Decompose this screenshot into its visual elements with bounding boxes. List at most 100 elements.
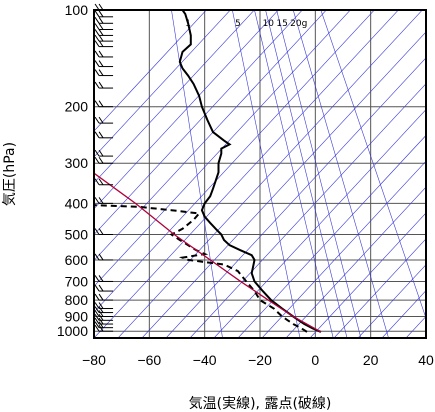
y-tick-label: 200	[65, 99, 89, 115]
wind-barb-flag	[98, 197, 104, 204]
plot-frame	[93, 9, 427, 339]
y-axis-label: 気圧(hPa)	[2, 142, 18, 206]
mixing-ratio-line	[292, 10, 389, 338]
mixing-ratio-line	[232, 10, 301, 338]
wind-barb-flag	[98, 314, 104, 321]
dry-adiabat-line	[430, 0, 435, 338]
wind-barb-flag	[94, 310, 100, 317]
wind-barb	[94, 17, 114, 24]
wind-barb-flag	[98, 324, 104, 332]
dry-adiabat-line	[189, 83, 426, 338]
wind-barb-flag	[94, 131, 100, 139]
wind-barb-flag	[98, 149, 104, 157]
dry-adiabat-line	[94, 10, 279, 210]
series-line-1	[178, 10, 322, 333]
mixing-ratio-label: 5	[235, 19, 241, 29]
x-tick-label: −20	[248, 352, 272, 368]
dry-adiabat-line	[94, 10, 231, 158]
wind-barb-flag	[94, 284, 100, 292]
wind-barb	[94, 69, 114, 77]
wind-barb	[94, 149, 114, 157]
wind-barb-flag	[98, 321, 104, 328]
wind-barb	[94, 275, 114, 282]
wind-barb	[94, 324, 114, 332]
wind-barb-flag	[94, 40, 100, 47]
wind-barb-flag	[98, 275, 104, 282]
wind-barb	[94, 23, 114, 30]
wind-barb-flag	[94, 116, 100, 124]
mixing-ratio-labels: 1 5 10 15 20g	[185, 19, 307, 29]
y-tick-label: 600	[65, 252, 89, 268]
wind-barb-flag	[98, 310, 104, 317]
wind-barb	[94, 29, 114, 36]
y-tick-label: 100	[65, 2, 89, 18]
wind-barb-flag	[98, 131, 104, 139]
wind-barb-flag	[94, 149, 100, 157]
wind-barb	[94, 81, 114, 89]
dry-adiabat-line	[94, 10, 303, 235]
wind-barb-flag	[98, 17, 104, 24]
dry-adiabat-line	[94, 10, 255, 184]
wind-barb	[94, 116, 114, 124]
x-axis-label: 気温(実線), 露点(破線)	[189, 396, 332, 412]
y-tick-label: 400	[65, 195, 89, 211]
dry-adiabat-line	[405, 316, 426, 338]
dry-adiabat-line	[94, 10, 327, 261]
dry-adiabat-line	[94, 10, 207, 132]
wind-barb-flag	[94, 156, 100, 164]
mixing-ratio-lines	[171, 10, 426, 338]
wind-barb-flag	[94, 321, 100, 328]
x-tick-label: −80	[82, 352, 106, 368]
wind-barb	[94, 310, 114, 317]
wind-barb-flag	[94, 324, 100, 332]
mixing-ratio-label: 20g	[290, 19, 307, 29]
dry-adiabat-line	[237, 134, 426, 338]
y-tick-label: 500	[65, 227, 89, 243]
wind-barb-flag	[98, 253, 104, 261]
mixing-ratio-label: 15	[276, 19, 287, 29]
x-tick-label: 0	[311, 352, 319, 368]
wind-barb-flag	[98, 23, 104, 30]
wind-barb	[94, 253, 114, 261]
wind-barb-flag	[94, 302, 100, 309]
wind-barb-flag	[94, 228, 100, 235]
mixing-ratio-line	[320, 10, 426, 320]
dry-adiabat-line	[285, 186, 426, 338]
wind-barb	[94, 321, 114, 329]
wind-barb-flag	[94, 69, 100, 76]
mixing-ratio-line	[265, 10, 348, 338]
wind-barb-flag	[94, 317, 100, 325]
wind-barb-flag	[98, 29, 104, 36]
dry-adiabat-line	[333, 238, 426, 338]
dry-adiabat-line	[94, 10, 351, 287]
dry-adiabat-line	[309, 212, 426, 338]
dry-adiabat-line	[261, 160, 426, 338]
wind-barb	[94, 60, 114, 68]
wind-barb	[94, 293, 114, 301]
y-tick-label: 700	[65, 273, 89, 289]
dry-adiabat-line	[94, 10, 375, 313]
wind-barb-flag	[98, 100, 104, 107]
wind-barb-flag	[98, 317, 104, 325]
wind-barb-flag	[94, 306, 100, 313]
wind-barb	[94, 178, 114, 186]
wind-barb-flag	[98, 34, 104, 42]
wind-barb-flag	[94, 81, 100, 89]
wind-barb-flag	[94, 178, 100, 186]
wind-barb	[94, 10, 114, 18]
wind-barb-flag	[98, 306, 104, 313]
wind-barb-flag	[98, 156, 104, 164]
x-tick-label: −60	[137, 352, 161, 368]
wind-barb-flag	[98, 50, 104, 58]
wind-barb-flag	[98, 60, 104, 67]
wind-barb-flag	[94, 275, 100, 282]
wind-barb	[94, 197, 114, 204]
y-tick-label: 800	[65, 292, 89, 308]
wind-barb-flag	[94, 253, 100, 261]
wind-barb-flag	[98, 10, 104, 18]
dry-adiabat-line	[213, 109, 426, 338]
dry-adiabat-line	[357, 264, 426, 338]
series-line-3	[94, 172, 322, 333]
